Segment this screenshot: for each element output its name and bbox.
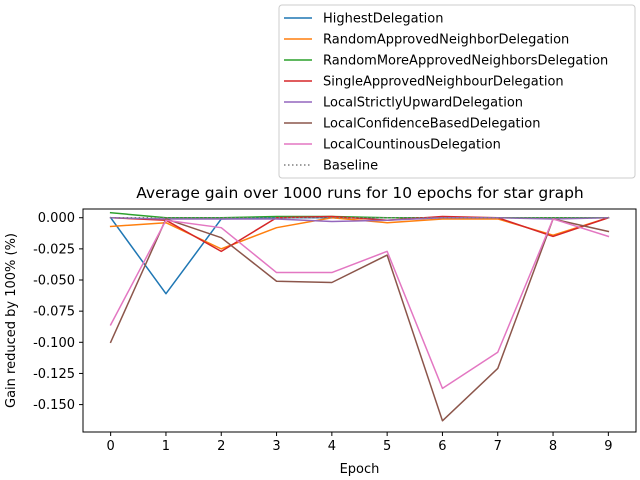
legend-entry-label: RandomApprovedNeighborDelegation xyxy=(323,33,569,48)
x-tick-label: 0 xyxy=(107,439,115,454)
y-tick-label: -0.075 xyxy=(33,305,75,320)
legend-entry-label: LocalConfidenceBasedDelegation xyxy=(323,117,540,132)
chart-title: Average gain over 1000 runs for 10 epoch… xyxy=(136,184,584,202)
y-tick-label: -0.125 xyxy=(33,367,75,382)
x-tick-label: 9 xyxy=(604,439,612,454)
x-tick-label: 2 xyxy=(217,439,225,454)
series-line-localstrictlyupwarddelegation xyxy=(109,216,610,223)
y-axis: 0.000 -0.025 -0.050 -0.075 -0.100 -0.125 -0.15… xyxy=(33,211,83,413)
series-line-localcountinousdelegation xyxy=(109,218,610,390)
y-axis-label: Gain reduced by 100% (%) xyxy=(4,233,19,408)
x-tick-label: 8 xyxy=(549,439,557,454)
legend-entry-label: Baseline xyxy=(323,159,378,174)
plot-area-frame xyxy=(82,208,637,433)
y-tick-label: 0.000 xyxy=(38,211,75,226)
y-tick-label: -0.025 xyxy=(33,242,75,257)
legend: HighestDelegation RandomApprovedNeighborD… xyxy=(278,4,636,179)
x-tick-label: 1 xyxy=(162,439,170,454)
x-tick-label: 7 xyxy=(494,439,502,454)
x-axis-label: Epoch xyxy=(340,462,380,477)
x-tick-label: 3 xyxy=(272,439,280,454)
x-axis: 0 1 2 3 4 5 6 7 8 9 xyxy=(107,432,612,454)
y-tick-label: -0.050 xyxy=(33,274,75,289)
y-tick-label: -0.150 xyxy=(33,398,75,413)
legend-entry-label: LocalCountinousDelegation xyxy=(323,138,501,153)
x-tick-label: 4 xyxy=(328,439,336,454)
legend-entry-label: SingleApprovedNeighbourDelegation xyxy=(323,75,564,90)
x-tick-label: 6 xyxy=(438,439,446,454)
legend-box xyxy=(278,4,636,179)
legend-entry-label: HighestDelegation xyxy=(323,12,444,27)
y-tick-label: -0.100 xyxy=(33,336,75,351)
legend-entry-label: LocalStrictlyUpwardDelegation xyxy=(323,96,523,111)
series-line-localconfidencebaseddelegation xyxy=(109,218,610,422)
x-tick-label: 5 xyxy=(383,439,391,454)
legend-entry-label: RandomMoreApprovedNeighborsDelegation xyxy=(323,54,608,69)
series-lines xyxy=(109,211,610,422)
